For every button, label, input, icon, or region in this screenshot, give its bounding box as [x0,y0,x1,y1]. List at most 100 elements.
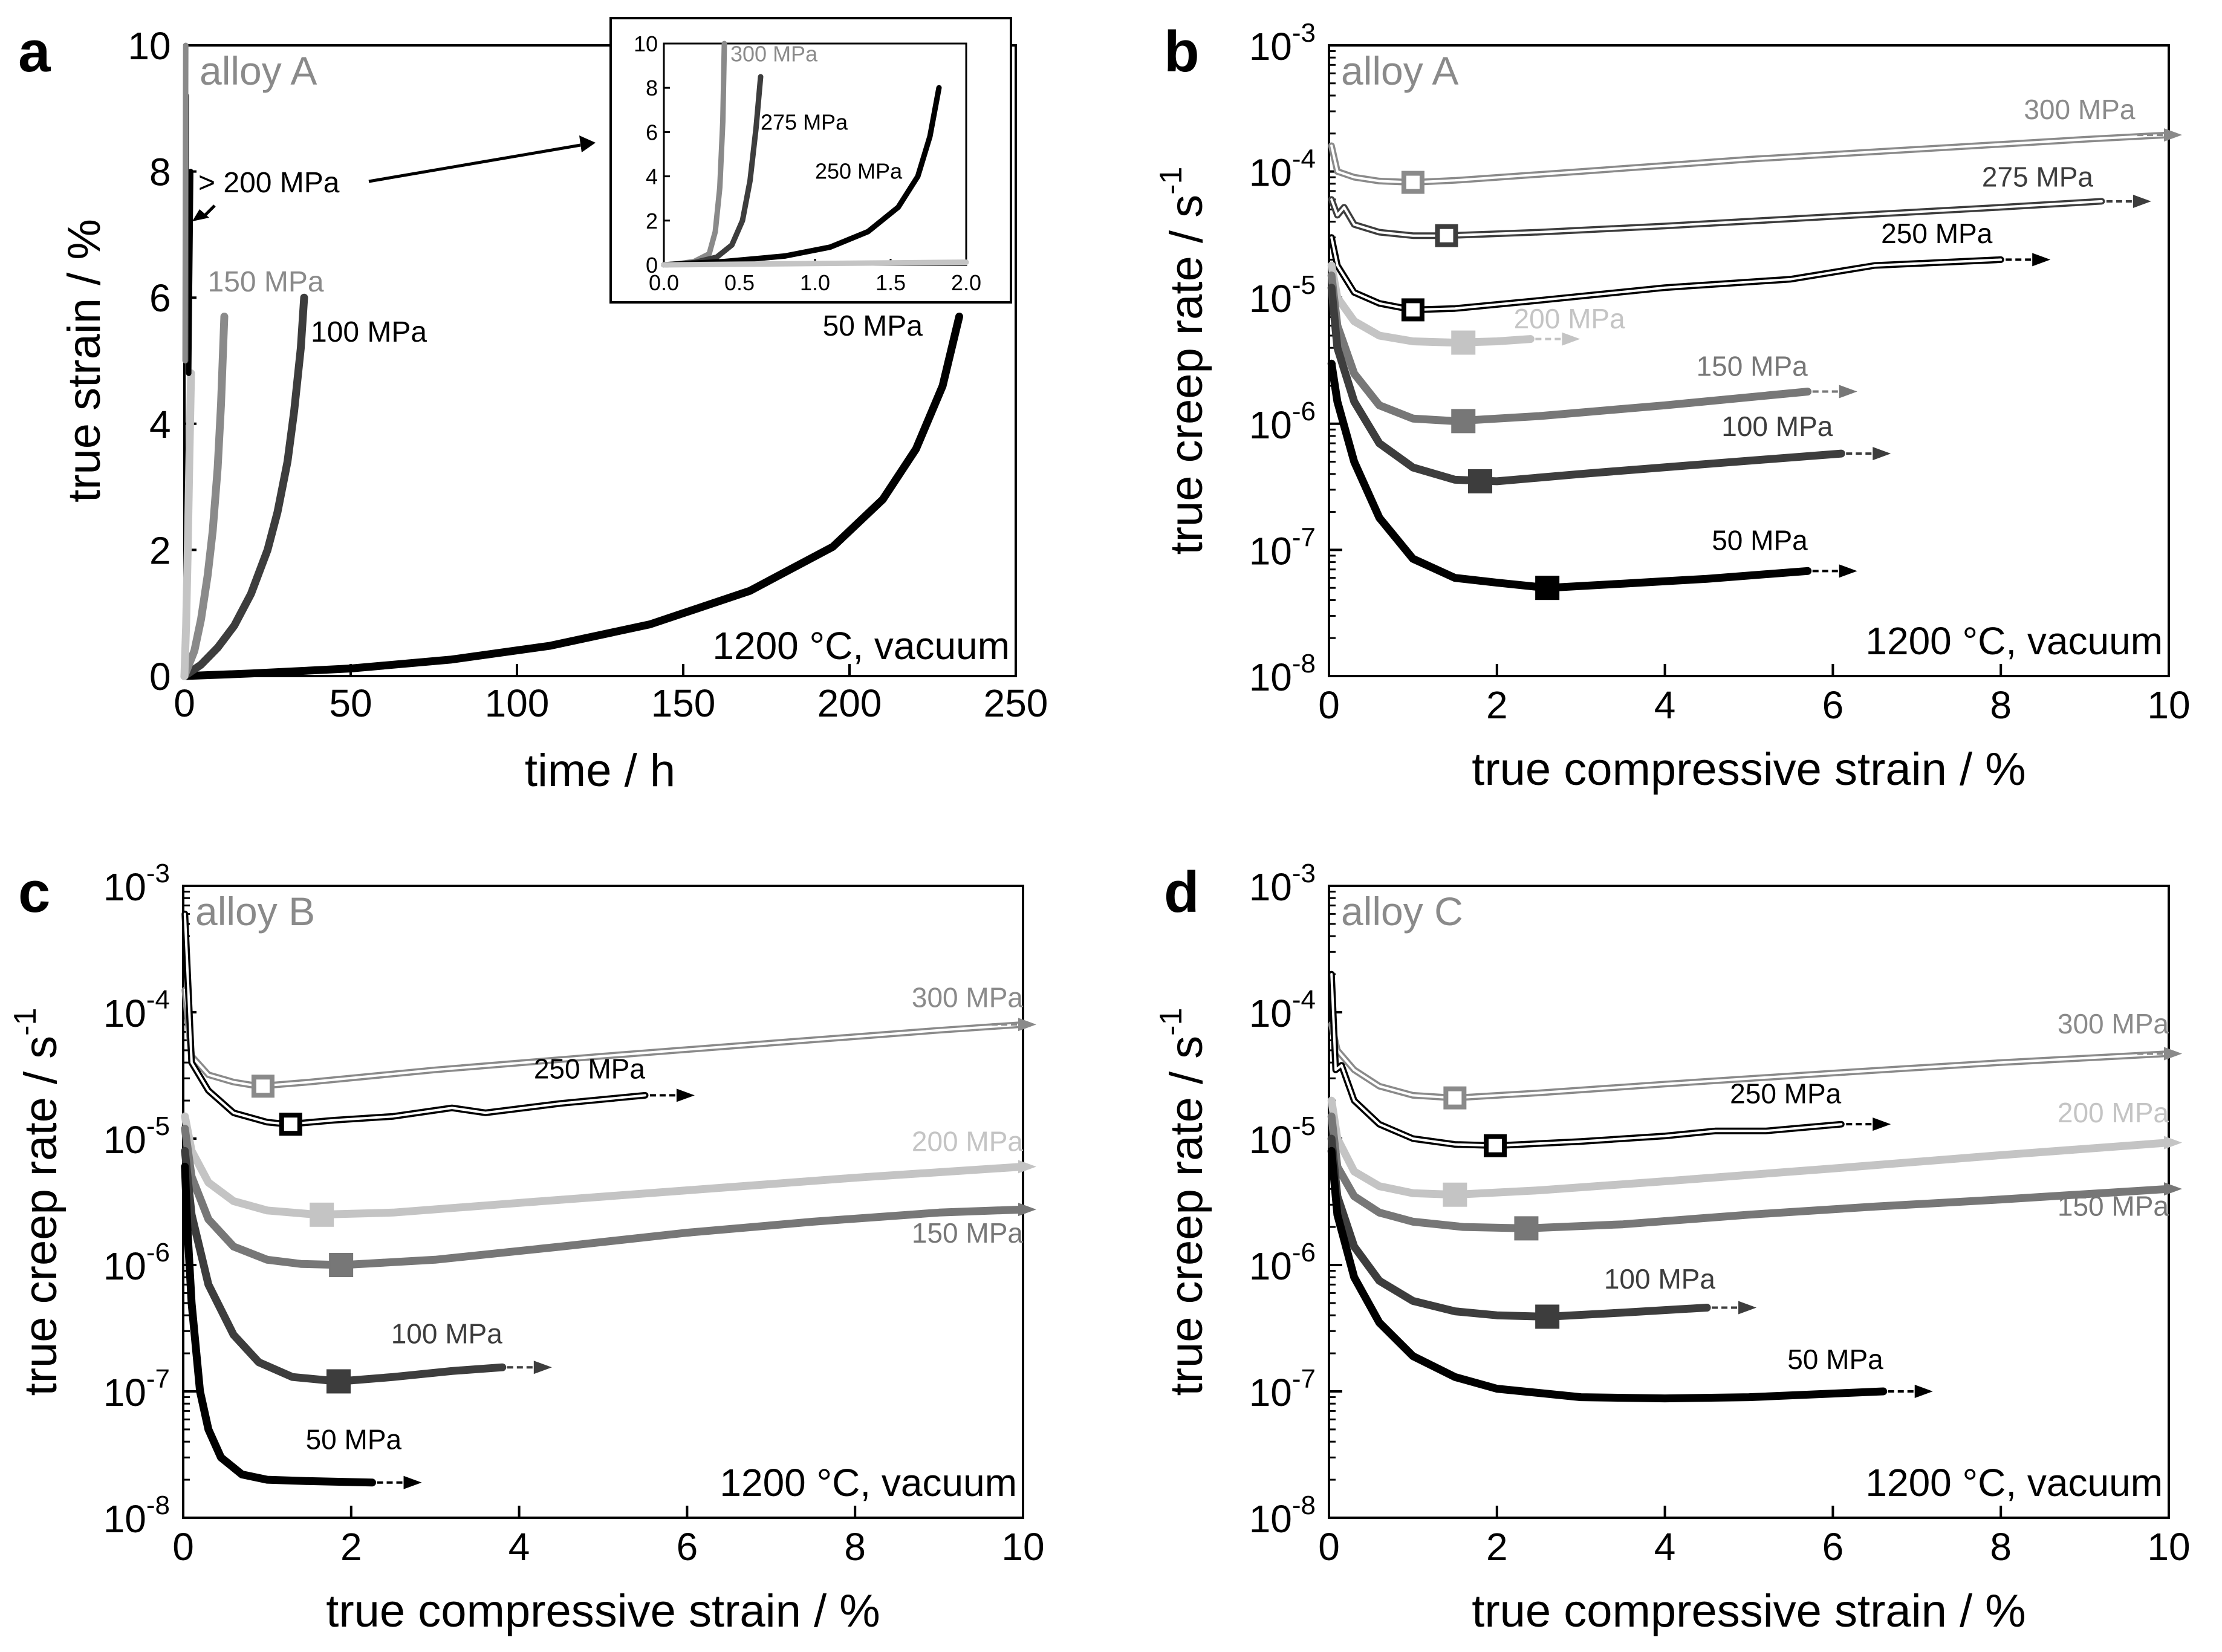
panel-d-xtick-label-6: 6 [1822,1525,1844,1569]
panel-b-series-150-mpa-arrow-head [1839,385,1857,398]
panel-c-xtick-label-0: 0 [172,1525,194,1569]
panel-b-series-100-mpa-arrow-head [1873,447,1891,461]
panel-a-arrow-right-head [579,135,596,152]
panel-c-series-100-mpa-min-marker [326,1369,351,1394]
panel-d-xtick-label-4: 4 [1654,1525,1676,1569]
panel-b-ytick-label-7: 10-7 [1249,522,1316,573]
panel-c-label-250-mpa: 250 MPa [534,1053,646,1084]
panel-a-xtick-label-200: 200 [817,681,882,725]
panel-d-series-250-mpa [1328,971,1845,1150]
panel-d-series-250-mpa-inner [1330,973,1843,1147]
panel-a-inset-ytick-label-4: 4 [646,164,658,189]
panel-c-xlabel: true compressive strain / % [326,1585,880,1637]
panel-c-xtick-label-8: 8 [844,1525,866,1569]
panel-d-series-250-mpa-min-marker [1484,1134,1507,1157]
panel-d-series-150-mpa [1327,1112,2173,1232]
panel-c-label-200-mpa: 200 MPa [912,1125,1024,1157]
panel-d-label-150-mpa: 150 MPa [2058,1191,2169,1222]
panel-d-series-100-mpa-min-marker [1535,1304,1560,1329]
panel-a-arrow-right-line [368,143,581,183]
panel-a-series-100-mpa [180,293,308,680]
panel-c-xtick-label-4: 4 [508,1525,530,1569]
panel-a-inset: 0.0 0.5 1.0 1.5 2.0 0 2 4 6 8 10 300 MPa 275 MPa 250 … [609,17,1012,304]
panel-b-series-150-mpa-min-marker [1451,409,1476,434]
panel-c-label-50-mpa: 50 MPa [306,1423,402,1455]
panel-a-ytick-label-10: 10 [128,24,171,68]
panel-b-label-275-mpa: 275 MPa [1982,161,2094,192]
panel-b-series-250-mpa-inner [1330,236,2003,311]
panel-d-ytick-label-5: 10-5 [1249,1111,1316,1162]
panel-b-series-275-mpa-inner [1330,198,2103,237]
panel-c: 0 2 4 6 8 10 10-8 10-7 10-6 10-5 10-4 10-3 300 MPa 25… [8,859,1045,1637]
panel-c-series-250-mpa-min-marker [279,1113,302,1136]
panel-b-label-200-mpa: 200 MPa [1514,303,1626,334]
panel-a-inset-ytick-label-0: 0 [646,253,658,278]
panel-b-series-300-mpa-arrow-head [2164,128,2182,142]
panel-a-ylabel: true strain / % [59,219,110,502]
panel-a-inset-ytick-label-8: 8 [646,76,658,100]
panel-c-xtick-label-2: 2 [340,1525,362,1569]
panel-b-label-100-mpa: 100 MPa [1721,411,1833,442]
panel-d-alloy-label: alloy C [1341,889,1463,934]
panel-c-ytick-label-3: 10-3 [103,859,170,909]
panel-d-series-50-mpa [1327,1146,1888,1403]
panel-a-series-50-mpa [180,313,963,680]
panel-b-condition-label: 1200 °C, vacuum [1865,619,2163,663]
panel-b-series-200-mpa-arrow-head [1562,332,1580,346]
panel-a-inset-ytick-label-2: 2 [646,209,658,233]
panel-d-xtick-label-10: 10 [2147,1525,2190,1569]
panel-c-ytick-label-4: 10-4 [103,985,170,1035]
panel-b-series-200-mpa-min-marker [1451,330,1476,355]
panel-b-series-50-mpa-arrow-head [1839,564,1857,578]
panel-b-xtick-label-2: 2 [1486,683,1508,727]
panel-d-series-100-mpa-arrow-head [1738,1301,1757,1315]
panel-a-arrow-left-line [203,204,216,217]
panel-a-label-100-mpa: 100 MPa [311,316,427,348]
panel-a-ytick-label-2: 2 [149,528,171,572]
panel-a-inset-xtick-label-1-5: 1.5 [875,270,906,295]
panel-d-ylabel: true creep rate / s-1 [1154,1008,1212,1396]
panel-b-ytick-label-8: 10-8 [1249,649,1316,699]
panel-a-condition-label: 1200 °C, vacuum [712,624,1010,668]
panel-a-inset-xtick-label-2: 2.0 [951,270,981,295]
panel-c-series-250-mpa-inner [183,912,646,1126]
panel-b-series-300-mpa-min-marker [1401,171,1424,194]
panel-b-series-100-mpa [1327,284,1845,486]
panel-a-series-200-mpa [180,369,195,680]
panel-d-series-200-mpa-arrow-head [2164,1136,2182,1150]
panel-a-ytick-label-8: 8 [149,151,171,194]
panel-a-xlabel: time / h [525,745,675,796]
panel-a-label-150-mpa: 150 MPa [208,266,324,298]
panel-b-label-300-mpa: 300 MPa [2024,94,2136,125]
panel-b-series-200-mpa [1327,261,1535,347]
panel-c-series-300-mpa-min-marker [251,1075,275,1098]
panel-b-xlabel: true compressive strain / % [1472,744,2026,795]
panel-c-series-200-mpa-arrow-head [1018,1160,1036,1174]
panel-a-inset-ytick-label-6: 6 [646,120,658,145]
panel-c-series-50-mpa-arrow-head [403,1475,422,1489]
panel-d-label-50-mpa: 50 MPa [1787,1344,1883,1375]
panel-d-ytick-label-7: 10-7 [1249,1364,1316,1414]
panel-d-series-150-mpa-arrow-head [2164,1182,2182,1196]
panel-d-series-50-mpa-arrow-head [1914,1385,1933,1398]
panel-d-series-250-mpa-arrow-head [1873,1117,1891,1131]
panel-b-label-50-mpa: 50 MPa [1712,524,1808,556]
panel-c-series-250-mpa-arrow-head [676,1088,695,1102]
panel-d-frame [1328,885,2170,1519]
panel-d-series-300-mpa-arrow-head [2164,1047,2182,1061]
panel-a-label-50-mpa: 50 MPa [823,310,923,342]
panel-a-inset-xtick-label-0-5: 0.5 [724,270,755,295]
panel-b-panel-label: b [1164,19,1200,84]
panel-d-ytick-label-8: 10-8 [1249,1491,1316,1541]
panel-d-xtick-label-0: 0 [1318,1525,1340,1569]
panel-a-xtick-label-0: 0 [174,681,195,725]
panel-b-series-250-mpa-min-marker [1401,298,1424,322]
panel-a-ytick-label-4: 4 [149,403,171,446]
panel-b-ytick-label-5: 10-5 [1249,270,1316,320]
panel-c-series-200-mpa-min-marker [310,1202,334,1227]
panel-d-label-100-mpa: 100 MPa [1604,1263,1716,1295]
panel-c-series-300-mpa-inner [183,989,1024,1088]
panel-b-xtick-label-4: 4 [1654,683,1676,727]
panel-c-ytick-label-8: 10-8 [103,1491,170,1541]
